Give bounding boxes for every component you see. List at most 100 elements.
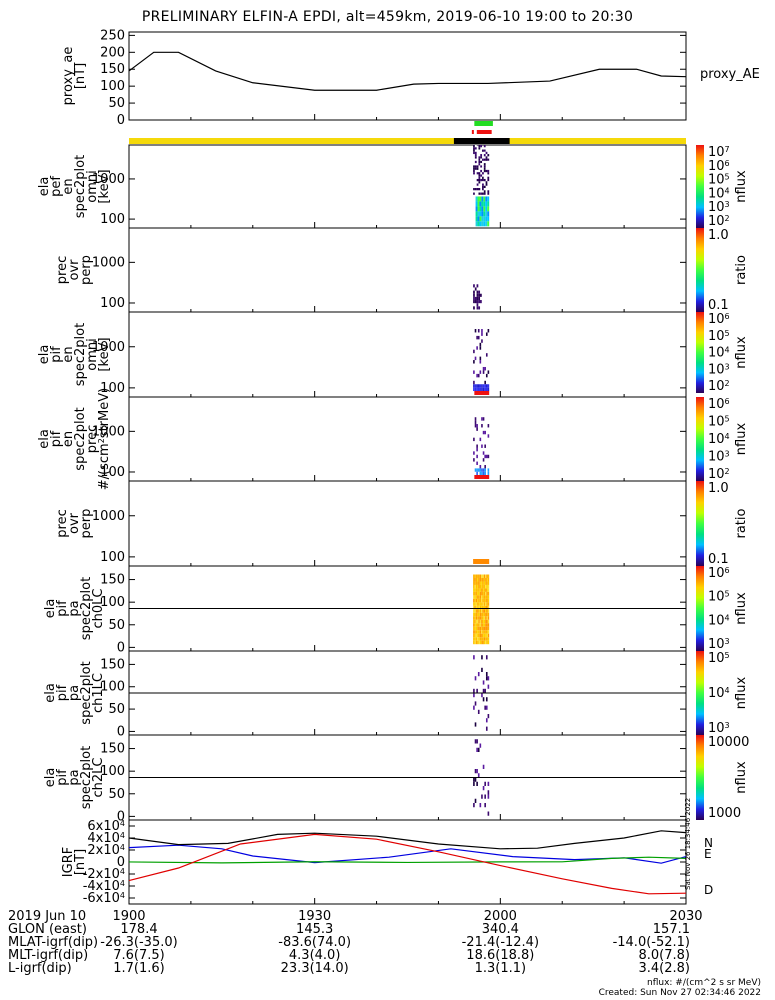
- spectrogram-cell: [481, 468, 483, 472]
- colorbar-tick-label: 103: [708, 362, 730, 377]
- spectrogram-cell: [482, 384, 485, 388]
- spectrogram-cell: [481, 605, 483, 610]
- spectrogram-cell: [473, 380, 475, 385]
- spectrogram-cell: [476, 172, 479, 175]
- spectrogram-cell: [479, 342, 482, 347]
- red-energy-band: [474, 475, 490, 479]
- spectrogram-cell: [477, 574, 479, 578]
- spectrogram-cell: [478, 192, 481, 195]
- spectrogram-cell: [479, 437, 482, 442]
- colorbar-gradient: [696, 566, 704, 651]
- colorbar-tick-label: 104: [708, 686, 730, 701]
- spectrogram-cell: [481, 626, 483, 631]
- colorbar-6: 105 104 103 nflux: [696, 651, 749, 736]
- spectrogram-cell: [474, 147, 477, 150]
- spectrogram-cell: [474, 169, 477, 173]
- spectrogram-cell: [476, 424, 478, 428]
- spectrogram-cell: [482, 370, 485, 374]
- spectrogram-cell: [475, 577, 478, 582]
- spectrogram-cell: [480, 151, 483, 155]
- spectrogram-cell: [487, 384, 490, 388]
- x-tick-label: 2000: [484, 909, 517, 924]
- spectrogram-cell: [474, 145, 477, 148]
- spectrogram-cell: [473, 167, 475, 170]
- spectrogram-cell: [481, 633, 483, 638]
- spectrogram-cell: [475, 630, 478, 634]
- colorbar-tick-label: 104: [708, 613, 730, 628]
- spectrogram-cell: [473, 149, 475, 152]
- spectrogram-cell: [483, 190, 486, 193]
- spectrogram-cells: [474, 468, 490, 476]
- spectrogram-cell: [485, 626, 487, 631]
- spectrogram-cell: [487, 172, 490, 175]
- spectrogram-cell: [483, 623, 486, 627]
- spectrogram-cell: [481, 417, 483, 421]
- spectrogram-cell: [475, 588, 478, 592]
- y-axis-label: ovr: [67, 259, 82, 281]
- y-axis-label: ch0LC: [91, 589, 106, 629]
- spectrogram-cell: [478, 574, 480, 578]
- spectrogram-cell: [474, 616, 476, 620]
- spectrogram-cell: [478, 145, 481, 148]
- y-tick-label: -6x104: [83, 891, 125, 906]
- spectrogram-cell: [483, 169, 486, 173]
- spectrogram-cell: [478, 185, 481, 189]
- spectrogram-cell: [476, 335, 478, 340]
- spectrogram-cell: [474, 300, 477, 304]
- ephemeris-value: 3.4(2.8): [639, 961, 691, 976]
- spectrogram-cell: [481, 667, 483, 672]
- spectrogram-cell: [474, 769, 477, 774]
- y-tick-label: 100: [100, 296, 125, 311]
- spectrogram-cell: [477, 616, 479, 620]
- spectrogram-cell: [474, 676, 477, 681]
- spectrogram-cell: [473, 781, 475, 786]
- spectrogram-cell: [481, 201, 484, 207]
- spectrogram-cell: [487, 609, 490, 613]
- spectrogram-cell: [474, 602, 476, 606]
- y-axis-label: prec: [55, 256, 70, 284]
- spectrogram-cell: [476, 444, 478, 448]
- colorbar-tick-label: 10000: [708, 735, 749, 750]
- spectrogram-cell: [475, 574, 478, 578]
- spectrogram-cell: [483, 626, 486, 631]
- spectrogram-cell: [474, 588, 476, 592]
- spectrogram-cell: [485, 151, 488, 155]
- colorbar-tick-label: 104: [708, 186, 730, 201]
- spectrogram-cell: [474, 605, 476, 610]
- spectrogram-cell: [478, 160, 481, 164]
- spectrogram-cell: [486, 609, 488, 613]
- spectrogram-cell: [477, 216, 480, 222]
- spectrogram-cell: [473, 655, 475, 660]
- y-tick-label: 100: [100, 550, 125, 565]
- spectrogram-cell: [482, 680, 485, 685]
- spectrogram-cell: [484, 468, 486, 472]
- spectrogram-cell: [482, 605, 484, 610]
- y-axis-label: ch1LC: [91, 673, 106, 713]
- spectrogram-cell: [483, 145, 486, 148]
- spectrogram-cell: [487, 781, 490, 786]
- spectrogram-cell: [478, 147, 481, 150]
- spectrogram-cell: [483, 221, 486, 227]
- spectrogram-cell: [485, 158, 488, 161]
- spectrogram-cell: [473, 693, 475, 698]
- spectrogram-cell: [482, 577, 484, 582]
- spectrogram-cell: [478, 640, 480, 645]
- spectrogram-cell: [487, 178, 490, 182]
- spectrogram-cell: [487, 181, 490, 184]
- spectrogram-cell: [485, 655, 488, 660]
- y-axis-label: prec: [55, 509, 70, 537]
- spectrogram-cell: [484, 387, 486, 392]
- y-tick-label: 50: [108, 702, 125, 717]
- spectrogram-cell: [480, 192, 483, 195]
- colorbar-tick-label: 106: [708, 312, 730, 327]
- spectrogram-cell: [479, 616, 482, 620]
- spectrogram-cell: [474, 424, 477, 428]
- colorbar-tick-label: 104: [708, 432, 730, 447]
- spectrogram-cell: [487, 147, 490, 150]
- spectrogram-cell: [474, 420, 477, 425]
- spectrogram-cell: [484, 464, 486, 469]
- spectrogram-cell: [485, 705, 488, 710]
